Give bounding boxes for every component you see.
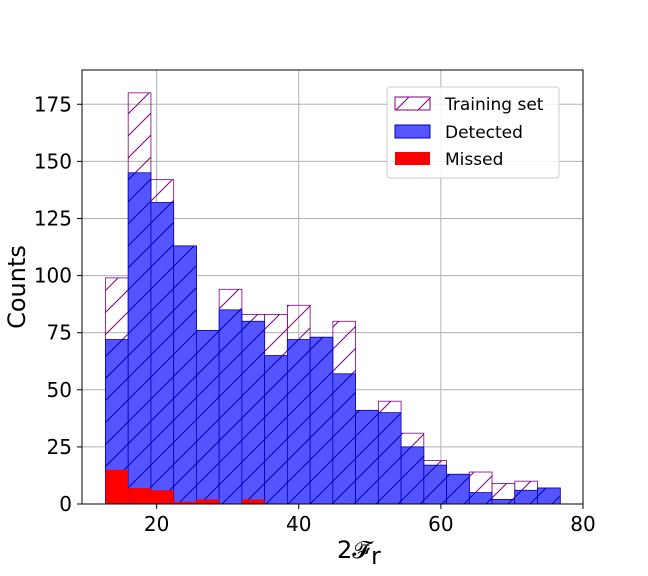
- x-tick-label: 40: [286, 512, 311, 536]
- legend-swatch-training: [394, 96, 431, 111]
- legend-swatch-missed: [395, 152, 430, 165]
- detected-bar-hatch: [492, 499, 515, 504]
- legend-swatch-detected: [394, 124, 431, 139]
- missed-bar: [105, 469, 129, 504]
- detected-bar-hatch: [150, 202, 174, 504]
- detected-bar-hatch: [514, 490, 538, 504]
- legend-label-missed: Missed: [445, 150, 503, 170]
- y-tick-label: 175: [34, 92, 72, 116]
- detected-bar-hatch: [401, 446, 424, 504]
- y-tick-label: 100: [34, 264, 72, 288]
- detected-bar-hatch: [196, 330, 220, 504]
- missed-bar: [173, 501, 197, 504]
- y-tick-label: 25: [47, 435, 72, 459]
- detected-hatch-overlay: [105, 172, 561, 504]
- detected-bar-hatch: [264, 355, 288, 504]
- y-tick-label: 150: [34, 149, 72, 173]
- x-axis-title: 2𝓕̄: [337, 536, 374, 564]
- legend-label-detected: Detected: [445, 123, 523, 143]
- detected-bar-hatch: [537, 488, 561, 504]
- missed-bar: [196, 499, 220, 504]
- detected-bar-hatch: [355, 410, 379, 504]
- missed-bar: [128, 488, 151, 504]
- x-axis-title-subscript: r: [371, 542, 381, 570]
- missed-bar: [241, 499, 265, 504]
- detected-bar-hatch: [423, 465, 447, 504]
- detected-bar-hatch: [469, 492, 493, 504]
- x-tick-label: 80: [570, 512, 595, 536]
- y-tick-label: 125: [34, 206, 72, 230]
- axis-ticks: 20 40 60 80 0 25 50 75 100 125 150 175: [34, 92, 596, 536]
- detected-bar-hatch: [310, 337, 333, 504]
- detected-bar-hatch: [105, 339, 129, 504]
- detected-bar-hatch: [219, 309, 242, 504]
- legend-label-training: Training set: [444, 95, 544, 115]
- detected-bar-hatch: [378, 412, 402, 504]
- detected-bar-hatch: [332, 373, 356, 504]
- x-tick-label: 60: [428, 512, 453, 536]
- missed-bars: [105, 469, 265, 504]
- y-tick-label: 50: [47, 378, 72, 402]
- detected-bar-hatch: [287, 339, 311, 504]
- missed-bar: [150, 490, 174, 504]
- detected-bar-hatch: [446, 474, 470, 504]
- y-tick-label: 0: [59, 492, 72, 516]
- y-tick-label: 75: [47, 321, 72, 345]
- y-axis-title: Counts: [3, 245, 31, 329]
- detected-bar-hatch: [173, 245, 197, 504]
- plot-frame: [81, 69, 584, 505]
- legend: Training set Detected Missed: [386, 86, 560, 179]
- bars: [105, 92, 561, 504]
- detected-bar-hatch: [128, 172, 151, 504]
- detected-bar-hatch: [241, 321, 265, 504]
- x-tick-label: 20: [144, 512, 169, 536]
